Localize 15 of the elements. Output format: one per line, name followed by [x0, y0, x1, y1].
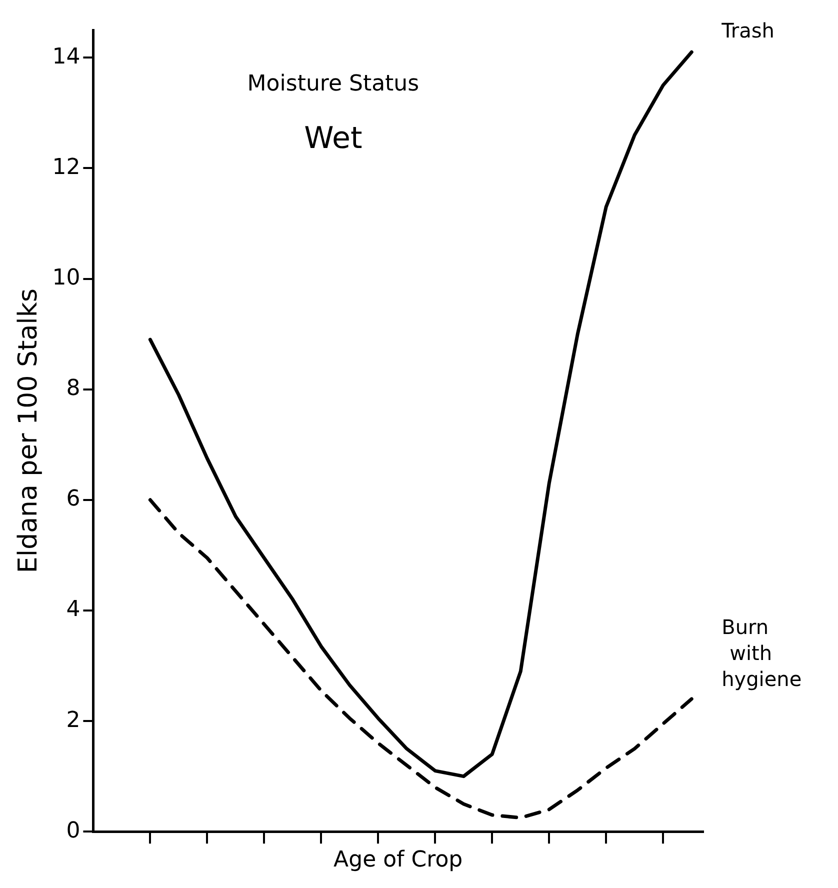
- y-tick-label: 2: [66, 708, 80, 733]
- y-axis-title: Eldana per 100 Stalks: [13, 288, 44, 574]
- y-tick-label: 10: [52, 265, 80, 290]
- annotation: Moisture Status: [247, 72, 420, 97]
- series-label: Trash: [720, 18, 774, 42]
- series-label: Burn with hygiene: [722, 615, 802, 692]
- y-tick-label: 8: [66, 376, 80, 402]
- x-axis-title: Age of Crop: [334, 848, 463, 873]
- y-tick-label: 12: [52, 154, 80, 180]
- line-series: [148, 498, 694, 820]
- y-tick-label: 6: [66, 486, 80, 512]
- annotation: Wet: [304, 120, 362, 156]
- y-tick-label: 0: [66, 818, 80, 844]
- y-tick-label: 4: [66, 597, 80, 622]
- y-tick-label: 14: [52, 44, 80, 70]
